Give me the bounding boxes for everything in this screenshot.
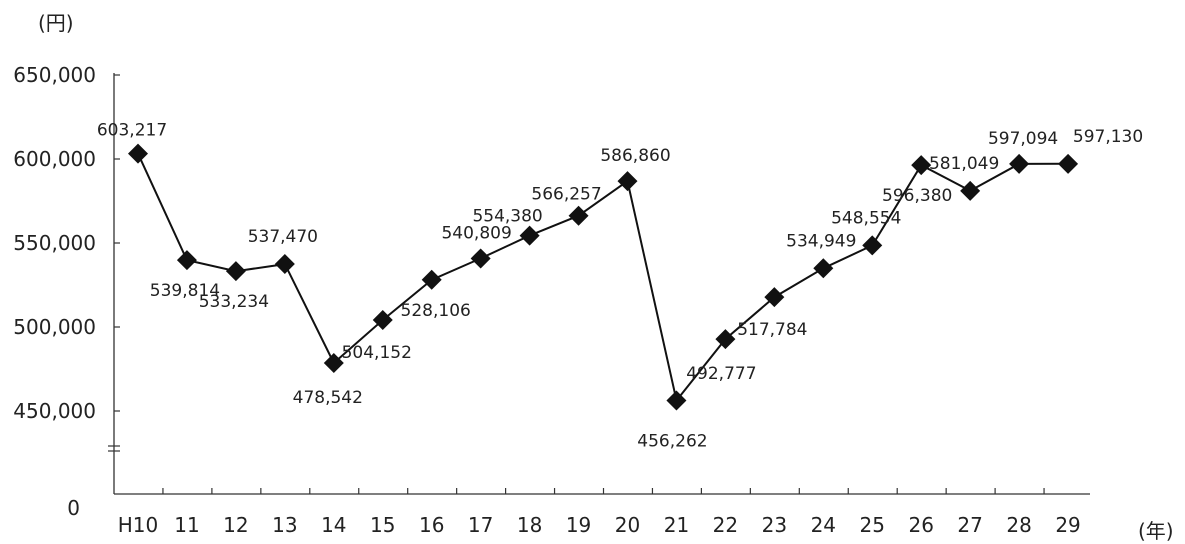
data-point-marker <box>323 353 344 374</box>
data-label: 533,234 <box>199 292 269 312</box>
x-tick-label: 20 <box>615 513 640 537</box>
x-tick-label: 28 <box>1006 513 1031 537</box>
data-label: 540,809 <box>441 223 511 243</box>
data-label: 456,262 <box>637 431 707 451</box>
data-point-marker <box>617 171 638 192</box>
y-tick-label: 650,000 <box>13 63 96 87</box>
data-label: 603,217 <box>97 121 167 141</box>
x-tick-label: 23 <box>762 513 787 537</box>
data-point-marker <box>421 269 442 290</box>
x-tick-label: 19 <box>566 513 591 537</box>
data-label: 478,542 <box>293 388 363 408</box>
data-point-marker <box>274 254 295 275</box>
data-label: 566,257 <box>531 185 601 205</box>
data-point-marker <box>666 390 687 411</box>
data-label: 528,106 <box>401 301 471 321</box>
data-point-marker <box>372 310 393 331</box>
data-point-marker <box>764 287 785 308</box>
data-point-marker <box>176 250 197 271</box>
data-label: 586,860 <box>600 146 670 166</box>
y-tick-label: 450,000 <box>13 399 96 423</box>
data-label: 581,049 <box>929 154 999 174</box>
series-group <box>128 143 1079 411</box>
data-point-marker <box>911 155 932 176</box>
data-label: 492,777 <box>686 364 756 384</box>
x-tick-label: 17 <box>468 513 493 537</box>
y-axis-unit-label: (円) <box>38 11 74 35</box>
x-tick-label: 12 <box>223 513 248 537</box>
y-axis-ticks: 0 450,000 500,000 550,000 600,000 650,000 <box>13 63 120 520</box>
data-label: 534,949 <box>786 231 856 251</box>
y-tick-label: 0 <box>67 496 80 520</box>
x-tick-label: 15 <box>370 513 395 537</box>
data-point-marker <box>568 205 589 226</box>
data-label: 597,130 <box>1073 127 1143 147</box>
x-tick-label: 22 <box>713 513 738 537</box>
data-label: 554,380 <box>472 207 542 227</box>
x-tick-label: 25 <box>860 513 885 537</box>
y-tick-label: 500,000 <box>13 315 96 339</box>
data-point-marker <box>225 261 246 282</box>
x-tick-label: 18 <box>517 513 542 537</box>
x-tick-label: 11 <box>174 513 199 537</box>
x-axis-ticks: H10 11 12 13 14 15 16 17 18 19 20 21 22 23 24 25 26 27 28 2… <box>118 488 1081 537</box>
data-point-marker <box>862 235 883 256</box>
x-tick-label: 29 <box>1055 513 1080 537</box>
y-tick-label: 600,000 <box>13 147 96 171</box>
data-point-marker <box>1009 153 1030 174</box>
x-tick-label: 21 <box>664 513 689 537</box>
data-point-marker <box>813 258 834 279</box>
data-point-marker <box>470 248 491 269</box>
data-point-marker <box>715 329 736 350</box>
series-line <box>137 153 1069 403</box>
data-point-marker <box>519 225 540 246</box>
x-tick-label: 14 <box>321 513 346 537</box>
data-label: 537,470 <box>248 227 318 247</box>
x-tick-label: 27 <box>957 513 982 537</box>
x-tick-label: H10 <box>118 513 159 537</box>
x-tick-label: 24 <box>811 513 836 537</box>
axes <box>108 73 1090 495</box>
data-label: 539,814 <box>150 281 220 301</box>
x-tick-label: 13 <box>272 513 297 537</box>
data-label: 597,094 <box>988 129 1058 149</box>
x-axis-unit-label: (年) <box>1138 519 1174 543</box>
data-label: 517,784 <box>737 320 807 340</box>
y-tick-label: 550,000 <box>13 231 96 255</box>
data-label: 596,380 <box>882 186 952 206</box>
data-point-marker <box>128 143 148 164</box>
data-label: 548,554 <box>831 208 901 228</box>
x-tick-label: 26 <box>908 513 933 537</box>
data-point-marker <box>1058 153 1079 174</box>
data-point-marker <box>960 180 981 201</box>
data-label: 504,152 <box>342 343 412 363</box>
x-tick-label: 16 <box>419 513 444 537</box>
